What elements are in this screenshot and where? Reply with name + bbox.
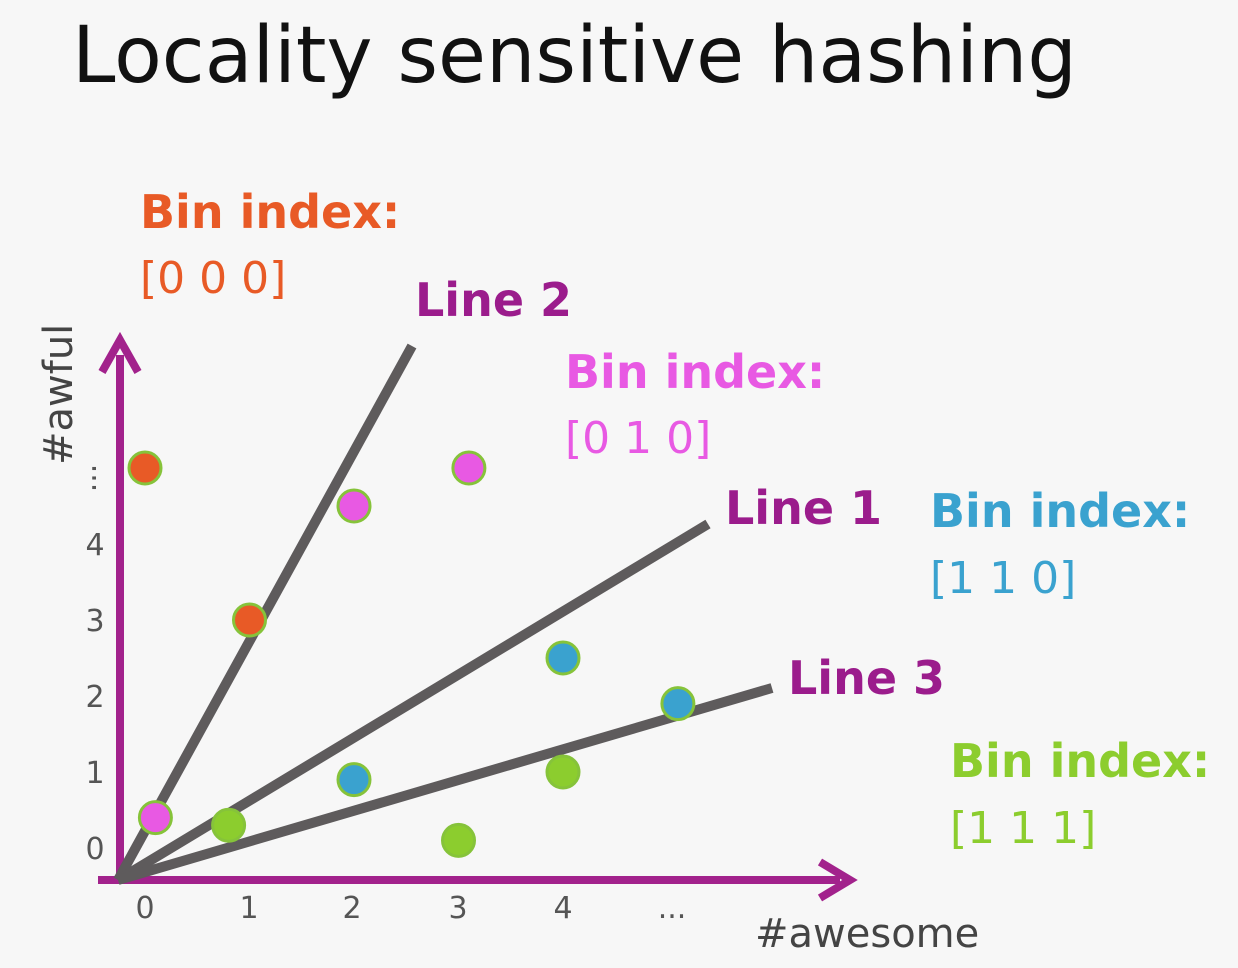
data-point [232,602,267,638]
data-point [660,686,696,722]
x-axis-arrow-icon [817,858,858,902]
bin-010-code: [0 1 0] [565,413,711,464]
data-point [545,640,581,676]
line-3-label: Line 3 [788,651,945,705]
data-point [137,800,173,836]
y-tick-labels: 0 1 2 3 4 ... [69,464,105,867]
x-tick-labels: 0 1 2 3 4 ... [135,891,686,926]
data-points [127,450,696,858]
x-axis-title: #awesome [755,911,979,957]
x-tick-label: 1 [239,891,258,926]
y-tick-label: 0 [85,832,104,867]
data-point [127,450,163,486]
x-tick-label: 0 [135,891,154,926]
y-tick-label: ... [69,464,104,493]
line-3 [116,683,774,885]
bin-111-heading: Bin index: [950,734,1210,788]
bin-110-code: [1 1 0] [930,553,1076,604]
x-tick-label: 2 [342,891,361,926]
bin-110-heading: Bin index: [930,484,1190,538]
page-title: Locality sensitive hashing [72,11,1077,101]
bin-010-heading: Bin index: [565,345,825,399]
y-axis-title: #awful [36,324,82,465]
x-tick-label: 3 [448,891,467,926]
line-2-label: Line 2 [415,273,572,327]
x-tick-label: ... [658,891,687,926]
data-point [211,807,247,843]
bin-111-code: [1 1 1] [950,803,1096,854]
data-point [545,754,581,790]
bin-label-010: Bin index: [0 1 0] [565,345,825,464]
x-tick-label: 4 [553,891,572,926]
bin-000-heading: Bin index: [140,185,400,239]
line-1 [115,519,711,885]
data-point [451,450,487,486]
y-tick-label: 2 [85,680,104,715]
y-axis-arrow-icon [98,331,142,374]
data-point [441,822,476,858]
y-tick-label: 3 [85,604,104,639]
data-point [336,488,372,524]
y-tick-label: 4 [85,528,104,563]
bin-label-111: Bin index: [1 1 1] [950,734,1210,854]
bin-label-110: Bin index: [1 1 0] [930,484,1190,604]
y-tick-label: 1 [85,756,104,791]
line-1-label: Line 1 [725,481,882,535]
data-point [336,762,372,798]
bin-label-000: Bin index: [0 0 0] [140,185,400,304]
axes [98,331,858,902]
bin-000-code: [0 0 0] [140,253,286,304]
